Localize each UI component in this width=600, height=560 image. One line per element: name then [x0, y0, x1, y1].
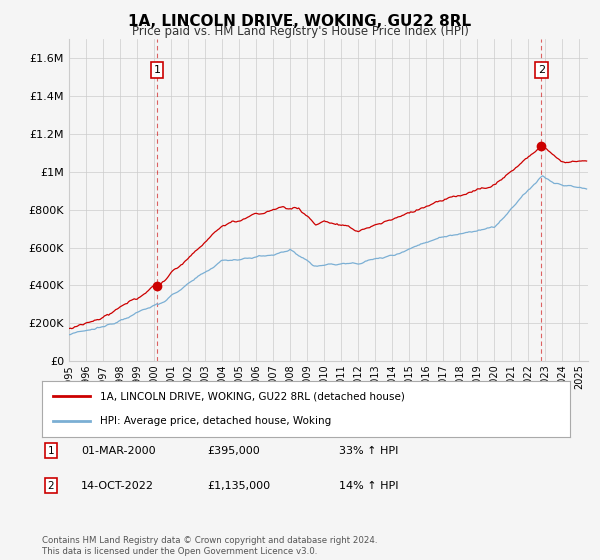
Text: 1A, LINCOLN DRIVE, WOKING, GU22 8RL: 1A, LINCOLN DRIVE, WOKING, GU22 8RL	[128, 14, 472, 29]
Text: 1A, LINCOLN DRIVE, WOKING, GU22 8RL (detached house): 1A, LINCOLN DRIVE, WOKING, GU22 8RL (det…	[100, 391, 405, 402]
Text: 33% ↑ HPI: 33% ↑ HPI	[339, 446, 398, 456]
Text: Contains HM Land Registry data © Crown copyright and database right 2024.
This d: Contains HM Land Registry data © Crown c…	[42, 536, 377, 556]
Text: HPI: Average price, detached house, Woking: HPI: Average price, detached house, Woki…	[100, 416, 331, 426]
Text: 1: 1	[154, 65, 160, 75]
Text: 14% ↑ HPI: 14% ↑ HPI	[339, 480, 398, 491]
Text: 14-OCT-2022: 14-OCT-2022	[81, 480, 154, 491]
Text: 1: 1	[47, 446, 55, 456]
Text: 2: 2	[47, 480, 55, 491]
Text: 01-MAR-2000: 01-MAR-2000	[81, 446, 155, 456]
Text: Price paid vs. HM Land Registry's House Price Index (HPI): Price paid vs. HM Land Registry's House …	[131, 25, 469, 38]
Text: £1,135,000: £1,135,000	[207, 480, 270, 491]
Text: £395,000: £395,000	[207, 446, 260, 456]
Text: 2: 2	[538, 65, 545, 75]
